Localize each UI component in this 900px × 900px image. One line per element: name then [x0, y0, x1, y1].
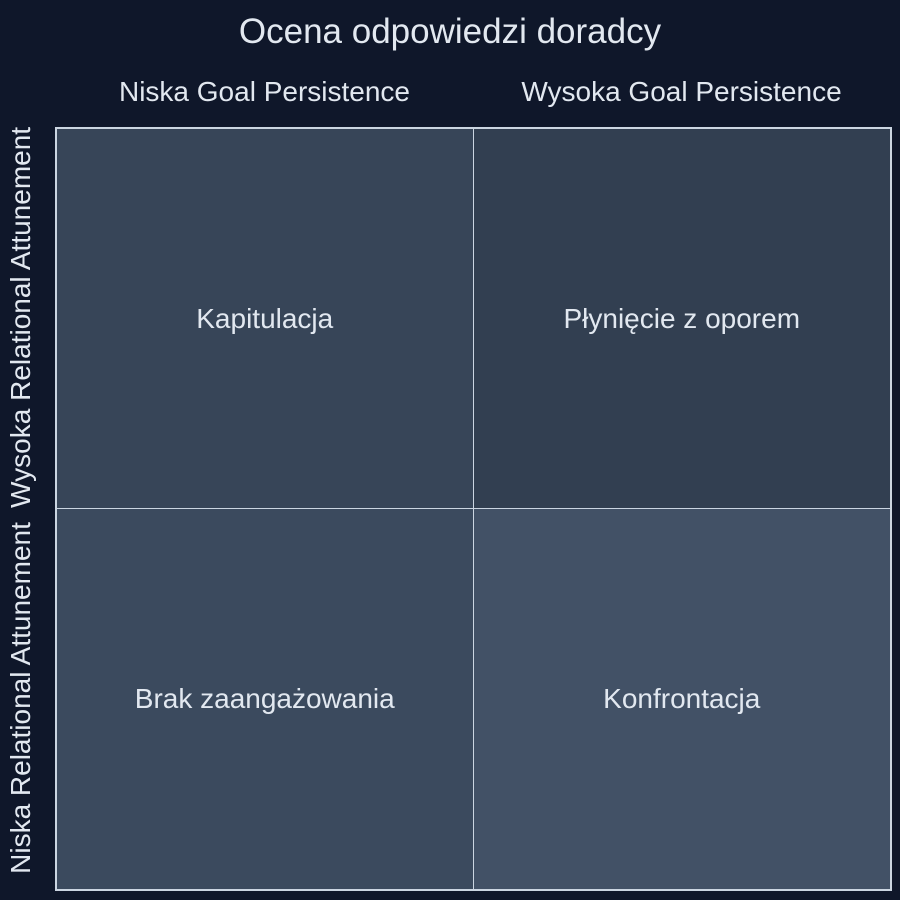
quadrant-bottom-left: Brak zaangażowania: [57, 509, 474, 889]
column-label-high-goal-persistence: Wysoka Goal Persistence: [521, 76, 842, 107]
quadrant-label-konfrontacja: Konfrontacja: [603, 683, 761, 714]
quadrant-top-left: Kapitulacja: [57, 129, 474, 509]
quadrant-top-right: Płynięcie z oporem: [473, 129, 890, 509]
column-label-low-goal-persistence: Niska Goal Persistence: [118, 76, 410, 107]
quadrant-label-plyniecie-z-oporem: Płynięcie z oporem: [563, 302, 801, 334]
quadrant-grid: Kapitulacja Płynięcie z oporem Brak zaan…: [55, 127, 892, 891]
quadrant-bottom-right: Konfrontacja: [473, 509, 890, 889]
row-label-high-relational-attunement: Wysoka Relational Attunement: [5, 126, 36, 508]
diagram-title: Ocena odpowiedzi doradcy: [238, 12, 662, 51]
row-label-low-relational-attunement: Niska Relational Attunement: [5, 522, 36, 874]
quadrant-label-brak-zaangazowania: Brak zaangażowania: [134, 683, 395, 714]
quadrant-label-kapitulacja: Kapitulacja: [196, 302, 334, 334]
